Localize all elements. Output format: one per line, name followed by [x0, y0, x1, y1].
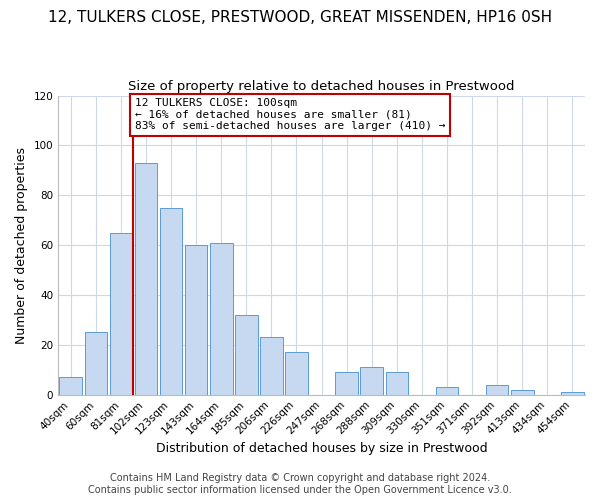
- Bar: [561, 392, 584, 394]
- Bar: [210, 242, 233, 394]
- Bar: [335, 372, 358, 394]
- Bar: [110, 232, 132, 394]
- Bar: [285, 352, 308, 395]
- Bar: [486, 385, 508, 394]
- Bar: [134, 163, 157, 394]
- Bar: [511, 390, 533, 394]
- X-axis label: Distribution of detached houses by size in Prestwood: Distribution of detached houses by size …: [156, 442, 487, 455]
- Bar: [386, 372, 408, 394]
- Bar: [260, 338, 283, 394]
- Bar: [436, 387, 458, 394]
- Text: 12, TULKERS CLOSE, PRESTWOOD, GREAT MISSENDEN, HP16 0SH: 12, TULKERS CLOSE, PRESTWOOD, GREAT MISS…: [48, 10, 552, 25]
- Bar: [235, 315, 257, 394]
- Bar: [59, 378, 82, 394]
- Y-axis label: Number of detached properties: Number of detached properties: [15, 146, 28, 344]
- Bar: [361, 368, 383, 394]
- Text: Contains HM Land Registry data © Crown copyright and database right 2024.
Contai: Contains HM Land Registry data © Crown c…: [88, 474, 512, 495]
- Bar: [85, 332, 107, 394]
- Text: 12 TULKERS CLOSE: 100sqm
← 16% of detached houses are smaller (81)
83% of semi-d: 12 TULKERS CLOSE: 100sqm ← 16% of detach…: [134, 98, 445, 131]
- Bar: [160, 208, 182, 394]
- Bar: [185, 245, 208, 394]
- Title: Size of property relative to detached houses in Prestwood: Size of property relative to detached ho…: [128, 80, 515, 93]
